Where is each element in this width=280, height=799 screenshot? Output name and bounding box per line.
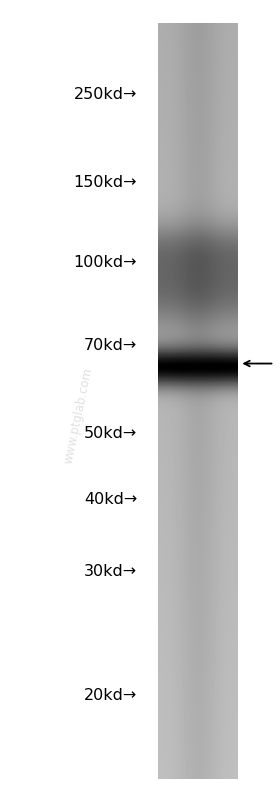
Text: 100kd→: 100kd→ bbox=[74, 255, 137, 269]
Text: 70kd→: 70kd→ bbox=[84, 338, 137, 352]
Text: 150kd→: 150kd→ bbox=[74, 175, 137, 189]
Text: 20kd→: 20kd→ bbox=[84, 688, 137, 702]
Text: 50kd→: 50kd→ bbox=[84, 427, 137, 441]
Text: 30kd→: 30kd→ bbox=[84, 564, 137, 578]
Text: 250kd→: 250kd→ bbox=[74, 87, 137, 101]
Text: www.ptglab.com: www.ptglab.com bbox=[62, 366, 95, 465]
Text: 40kd→: 40kd→ bbox=[84, 492, 137, 507]
